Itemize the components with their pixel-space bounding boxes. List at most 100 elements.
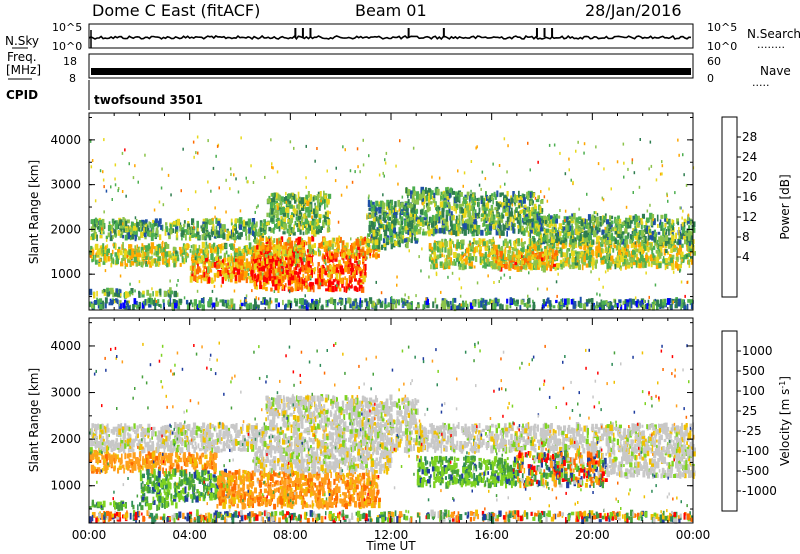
data-cell — [520, 229, 524, 235]
data-cell — [677, 248, 681, 255]
data-cell — [161, 258, 165, 265]
data-cell — [348, 262, 353, 268]
data-cell — [207, 271, 210, 279]
data-cell — [254, 239, 257, 244]
data-cell — [512, 300, 515, 305]
data-cell — [320, 276, 324, 283]
data-cell — [573, 241, 576, 245]
data-cell — [130, 247, 133, 253]
data-cell — [200, 277, 203, 284]
data-cell — [671, 298, 674, 305]
data-cell — [671, 248, 675, 253]
data-cell — [444, 261, 448, 268]
data-cell — [330, 274, 333, 279]
data-cell — [266, 268, 269, 275]
data-cell — [196, 248, 199, 255]
data-cell — [258, 267, 261, 272]
data-cell — [343, 304, 347, 310]
data-cell — [126, 219, 130, 224]
data-cell — [442, 194, 445, 200]
data-cell — [595, 259, 598, 264]
data-cell — [536, 244, 541, 251]
data-cell — [461, 301, 464, 308]
data-cell — [555, 254, 559, 262]
data-cell — [265, 277, 268, 284]
data-cell — [450, 211, 453, 217]
data-cell — [405, 214, 408, 222]
data-cell — [311, 298, 314, 303]
data-cell — [143, 226, 147, 232]
data-cell — [521, 238, 523, 246]
data-cell — [675, 262, 678, 269]
data-cell — [262, 277, 266, 283]
data-cell — [254, 282, 256, 290]
data-cell — [546, 252, 550, 258]
data-cell — [630, 261, 633, 267]
data-cell — [574, 264, 578, 269]
data-cell — [283, 242, 286, 247]
data-cell — [144, 299, 147, 305]
data-cell — [589, 298, 591, 303]
data-cell — [448, 240, 452, 247]
data-cell — [99, 235, 103, 239]
data-cell — [98, 262, 101, 267]
data-cell — [176, 292, 179, 297]
data-cell — [219, 248, 222, 254]
data-cell — [467, 210, 471, 218]
data-cell — [142, 290, 145, 295]
data-cell — [261, 243, 265, 250]
data-cell — [125, 291, 128, 299]
data-cell — [393, 205, 396, 210]
data-cell — [680, 304, 682, 310]
data-cell — [406, 189, 410, 196]
data-cell — [317, 225, 320, 229]
data-cell — [563, 241, 567, 245]
data-cell — [494, 193, 498, 198]
data-cell — [666, 251, 670, 255]
data-cell — [308, 204, 312, 210]
data-cell — [487, 224, 490, 229]
data-cell — [252, 245, 255, 250]
data-cell — [151, 223, 155, 230]
data-cell — [477, 201, 480, 208]
data-cell — [183, 234, 185, 238]
data-cell — [428, 243, 432, 250]
data-cell — [191, 257, 193, 262]
data-cell — [618, 249, 622, 255]
data-cell — [564, 260, 568, 265]
data-cell — [218, 261, 222, 265]
data-cell — [191, 254, 195, 259]
data-cell — [391, 298, 395, 304]
data-cell — [419, 227, 422, 231]
data-cell — [210, 254, 214, 260]
data-cell — [352, 252, 356, 259]
data-cell — [153, 252, 157, 256]
data-cell — [604, 243, 607, 248]
data-cell — [386, 214, 390, 219]
data-cell — [687, 253, 691, 258]
data-cell — [132, 304, 135, 310]
data-cell — [265, 286, 268, 292]
data-cell — [443, 298, 447, 306]
data-cell — [497, 265, 501, 271]
data-cell — [368, 301, 371, 305]
data-cell — [527, 298, 530, 304]
data-cell — [239, 304, 243, 309]
data-cell — [291, 262, 293, 266]
data-cell — [624, 299, 628, 306]
data-cell — [351, 267, 355, 271]
data-cell — [579, 296, 582, 304]
data-cell — [517, 211, 521, 218]
data-cell — [156, 263, 159, 267]
data-cell — [638, 263, 642, 269]
data-cell — [473, 224, 477, 230]
data-cell — [245, 235, 248, 241]
data-cell — [235, 236, 237, 241]
data-cell — [635, 248, 639, 253]
data-cell — [130, 260, 135, 266]
data-cell — [409, 304, 413, 310]
data-cell — [197, 227, 199, 234]
data-cell — [305, 207, 308, 213]
data-cell — [585, 299, 589, 303]
data-cell — [387, 216, 391, 221]
